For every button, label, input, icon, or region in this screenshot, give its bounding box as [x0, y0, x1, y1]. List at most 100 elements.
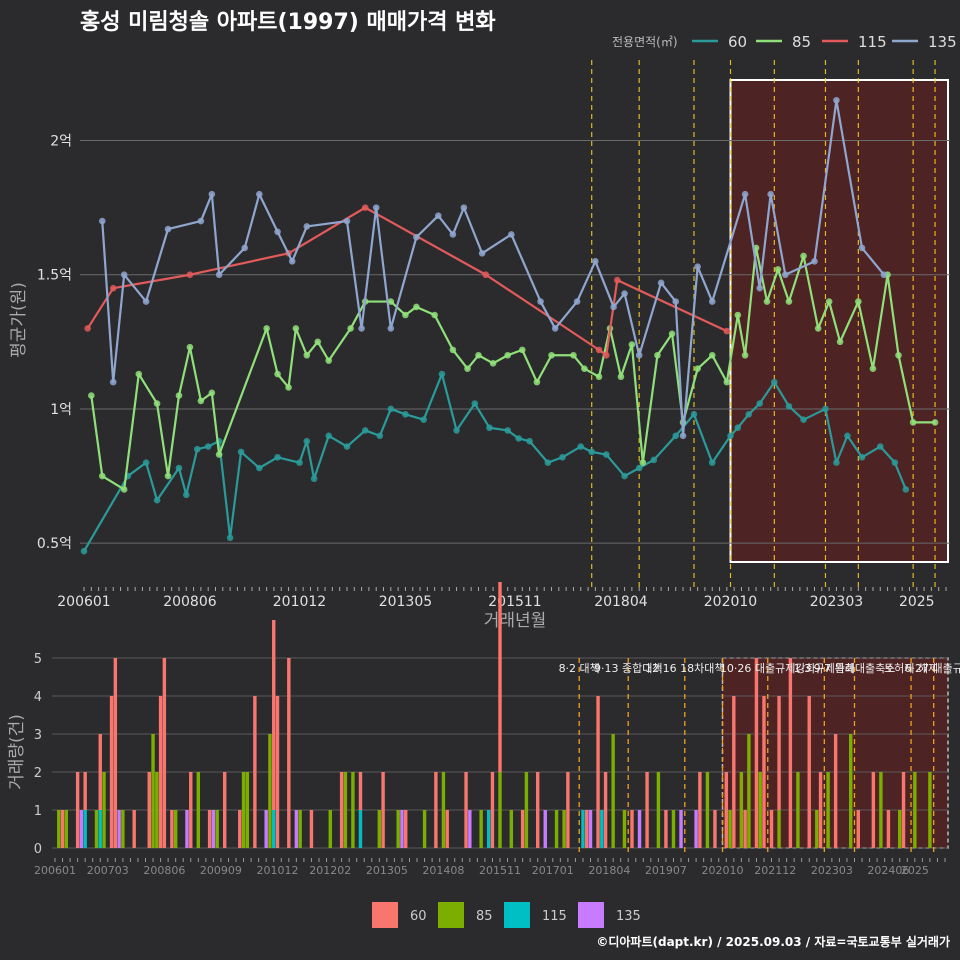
bar-85: [57, 810, 61, 848]
bar-60: [754, 658, 759, 848]
data-point-85: [763, 298, 771, 305]
data-point-85: [274, 370, 281, 378]
data-point-115: [482, 271, 490, 279]
legend-label-135: 135: [928, 33, 957, 51]
y-tick-label: 1억: [50, 402, 72, 418]
bar-135: [637, 810, 642, 848]
bar-85: [509, 810, 514, 848]
policy-label: 12·16 18차대책: [645, 662, 724, 675]
data-point-85: [814, 325, 822, 332]
data-point-85: [314, 338, 322, 346]
bar-85: [728, 810, 732, 848]
bar-60: [287, 658, 291, 848]
bar-85: [815, 810, 819, 848]
bar-60: [732, 696, 736, 848]
bar-85: [64, 810, 69, 848]
bar-85: [155, 772, 159, 848]
data-point-85: [548, 351, 555, 359]
data-point-135: [358, 325, 365, 332]
data-point-85: [869, 365, 877, 372]
data-point-85: [800, 252, 807, 260]
credit-text: ©디아파트(dapt.kr) / 2025.09.03 / 자료=국토교통부 실…: [596, 934, 950, 949]
highlight-region: [729, 79, 949, 563]
data-point-135: [120, 271, 128, 279]
data-point-85: [449, 346, 457, 354]
data-point-85: [785, 298, 793, 305]
legend-swatch-135: [578, 902, 604, 928]
legend-label-115: 115: [542, 909, 567, 924]
x-tick-label: 200806: [143, 864, 185, 877]
bar-135: [694, 810, 698, 848]
bar-85: [849, 734, 853, 848]
x-tick-label: 201701: [532, 864, 574, 877]
legend-title: 전용면적(㎡): [612, 35, 678, 49]
data-point-60: [303, 437, 311, 445]
bar-135: [543, 810, 547, 848]
bar-60: [404, 810, 408, 848]
bar-85: [554, 810, 559, 848]
legend-label-60: 60: [728, 33, 747, 51]
data-point-135: [621, 290, 628, 297]
data-point-115: [84, 325, 91, 332]
data-point-135: [478, 249, 486, 257]
data-point-60: [635, 464, 643, 472]
x-tick-label: 2025: [901, 864, 929, 877]
data-point-85: [263, 325, 270, 332]
data-point-135: [756, 284, 764, 292]
data-point-135: [274, 228, 281, 236]
bar-115: [83, 810, 87, 848]
data-point-60: [876, 443, 884, 450]
bar-60: [566, 772, 570, 848]
bar-60: [381, 772, 385, 848]
bar-135: [468, 810, 472, 848]
bar-85: [102, 772, 106, 848]
policy-label: 9·13 종합대책: [594, 662, 662, 675]
bar-85: [562, 810, 566, 848]
bar-60: [272, 620, 276, 810]
data-point-135: [551, 325, 559, 332]
data-point-85: [387, 298, 395, 305]
x-tick-label: 202303: [810, 594, 863, 610]
bar-60: [189, 772, 193, 848]
data-point-60: [785, 402, 793, 410]
data-point-60: [343, 443, 351, 450]
bar-60: [596, 696, 600, 848]
data-point-60: [274, 453, 281, 461]
data-point-85: [519, 346, 526, 354]
data-point-85: [774, 266, 782, 273]
data-point-60: [296, 459, 303, 466]
data-point-60: [756, 400, 764, 407]
bar-85: [879, 772, 883, 848]
data-point-85: [464, 365, 471, 372]
y-tick-label: 5: [34, 652, 42, 667]
series-line-115: [86, 206, 728, 357]
bar-60: [807, 696, 811, 848]
data-point-85: [708, 351, 716, 359]
data-point-85: [197, 397, 205, 405]
x-tick-label: 201202: [309, 864, 351, 877]
data-point-85: [836, 338, 844, 346]
data-point-85: [285, 384, 292, 391]
data-point-85: [723, 378, 731, 386]
legend-label-85: 85: [792, 33, 811, 51]
legend-label-85: 85: [476, 909, 493, 924]
data-point-135: [657, 279, 665, 287]
x-tick-label: 201305: [366, 864, 408, 877]
x-axis-label: 거래년월: [484, 611, 547, 631]
data-point-115: [361, 204, 369, 211]
x-tick-label: 200806: [163, 594, 217, 610]
x-tick-label: 201408: [422, 864, 464, 877]
data-point-60: [708, 459, 716, 466]
data-point-60: [153, 496, 161, 504]
data-point-60: [438, 370, 446, 378]
legend-swatch-60: [372, 902, 398, 928]
data-point-85: [570, 351, 577, 359]
data-point-135: [708, 298, 716, 305]
data-point-135: [880, 271, 888, 279]
bar-60: [664, 810, 668, 848]
bar-60: [253, 696, 257, 848]
bar-85: [441, 772, 446, 848]
bar-85: [622, 810, 627, 848]
